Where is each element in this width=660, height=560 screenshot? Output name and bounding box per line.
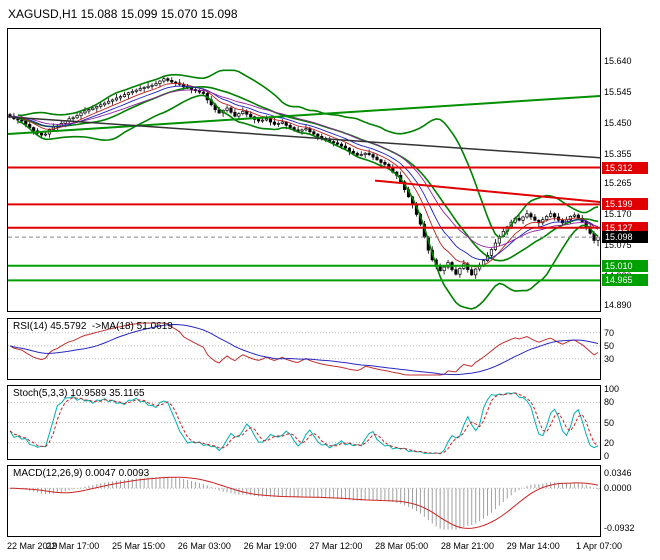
macd-axis-label: 0.0346 — [604, 468, 632, 479]
stoch-svg[interactable] — [8, 386, 600, 459]
stoch-axis-label: 80 — [604, 397, 615, 408]
macd-svg[interactable] — [8, 466, 600, 536]
price-level-badge: 15.312 — [602, 161, 648, 174]
main-chart-panel — [7, 28, 601, 312]
price-level-badge: 15.127 — [602, 221, 648, 234]
time-axis-label: 26 Mar 03:00 — [177, 541, 231, 551]
time-axis-label: 1 Apr 07:00 — [575, 541, 623, 551]
time-axis-label: 26 Mar 19:00 — [243, 541, 297, 551]
current-price-badge: 15.098 — [602, 231, 648, 244]
price-level-badge: 14.965 — [602, 274, 648, 287]
price-level-badge: 15.010 — [602, 259, 648, 272]
main-chart-svg[interactable] — [8, 29, 600, 311]
rsi-header: RSI(14) 45.5792 ->MA(18) 51.0619 — [13, 321, 173, 332]
time-axis-label: 22 Mar 17:00 — [46, 541, 100, 551]
time-axis-label: 28 Mar 21:00 — [440, 541, 494, 551]
price-axis-label: 15.640 — [604, 55, 632, 66]
rsi-axis-label: 50 — [604, 340, 615, 351]
stoch-header: Stoch(5,3,3) 10.9589 35.1165 — [13, 388, 145, 399]
rsi-axis-label: 70 — [604, 327, 615, 338]
macd-axis-label: 0.0000 — [604, 483, 632, 494]
price-axis-label: 14.890 — [604, 299, 632, 310]
macd-panel: MACD(12,26,9) 0.0047 0.0093 — [7, 465, 601, 537]
time-axis-label: 28 Mar 05:00 — [375, 541, 429, 551]
price-axis-label: 15.450 — [604, 117, 632, 128]
stoch-axis-label: 50 — [604, 417, 615, 428]
macd-header: MACD(12,26,9) 0.0047 0.0093 — [13, 468, 150, 479]
stoch-axis-label: 0 — [604, 451, 610, 461]
time-axis-label: 22 Mar 2019 — [7, 541, 58, 551]
rsi-axis-label: 30 — [604, 353, 615, 364]
rsi-panel: RSI(14) 45.5792 ->MA(18) 51.0619 — [7, 318, 601, 380]
time-axis-label: 27 Mar 12:00 — [309, 541, 363, 551]
stoch-panel: Stoch(5,3,3) 10.9589 35.1165 — [7, 385, 601, 460]
chart-title: XAGUSD,H1 15.088 15.099 15.070 15.098 — [8, 7, 238, 21]
rsi-svg[interactable] — [8, 319, 600, 379]
price-axis-label: 15.545 — [604, 86, 632, 97]
stoch-axis-label: 100 — [604, 384, 620, 394]
price-axis-label: 15.170 — [604, 208, 632, 219]
macd-axis-label: -0.0932 — [604, 522, 635, 533]
price-axis-label: 15.265 — [604, 177, 632, 188]
price-axis-label: 15.075 — [604, 239, 632, 250]
time-axis-label: 25 Mar 15:00 — [112, 541, 166, 551]
stoch-axis-label: 20 — [604, 437, 615, 448]
price-axis-label: 15.355 — [604, 148, 632, 159]
price-level-badge: 15.199 — [602, 198, 648, 211]
time-axis-label: 29 Mar 14:00 — [506, 541, 560, 551]
